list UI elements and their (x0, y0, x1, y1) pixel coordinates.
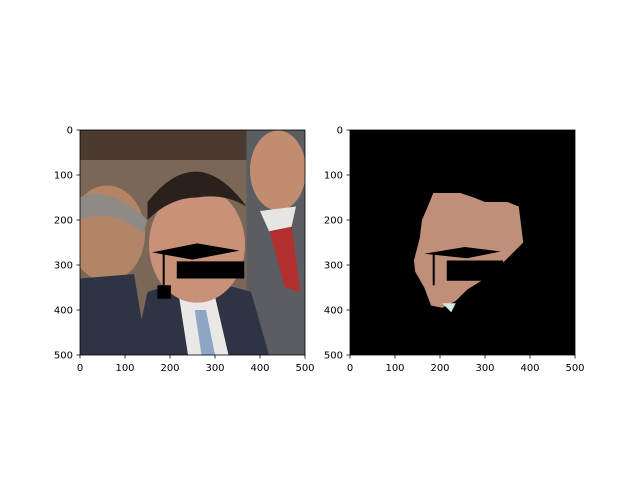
left-image-plot: 0 100 200 300 400 500 0 100 200 300 400 500 (54, 126, 315, 375)
x-tick-label: 300 (475, 363, 494, 374)
y-tick-label: 500 (324, 351, 343, 362)
y-tick-label: 300 (54, 261, 73, 272)
y-tick-label: 500 (54, 351, 73, 362)
x-tick-label: 200 (430, 363, 449, 374)
y-tick-label: 200 (54, 216, 73, 227)
right-image-plot: 0 100 200 300 400 500 0 100 200 300 400 500 (324, 126, 585, 375)
x-tick-label: 100 (115, 363, 134, 374)
x-tick-label: 0 (347, 363, 353, 374)
y-tick-label: 300 (324, 261, 343, 272)
x-tick-label: 100 (385, 363, 404, 374)
y-tick-label: 100 (324, 171, 343, 182)
x-tick-label: 400 (250, 363, 269, 374)
right-image (350, 130, 575, 355)
y-tick-label: 0 (337, 126, 343, 137)
cap-base (177, 261, 245, 278)
x-tick-label: 500 (565, 363, 584, 374)
x-tick-label: 0 (77, 363, 83, 374)
y-tick-label: 400 (324, 306, 343, 317)
person-right-head (250, 131, 306, 211)
masked-cap-base (447, 261, 503, 281)
x-tick-label: 300 (205, 363, 224, 374)
y-tick-label: 400 (54, 306, 73, 317)
left-image (69, 130, 306, 355)
x-tick-label: 500 (295, 363, 314, 374)
cap-tassel (157, 285, 171, 299)
y-tick-label: 200 (324, 216, 343, 227)
x-tick-label: 200 (160, 363, 179, 374)
x-tick-label: 400 (520, 363, 539, 374)
y-tick-label: 0 (67, 126, 73, 137)
y-tick-label: 100 (54, 171, 73, 182)
